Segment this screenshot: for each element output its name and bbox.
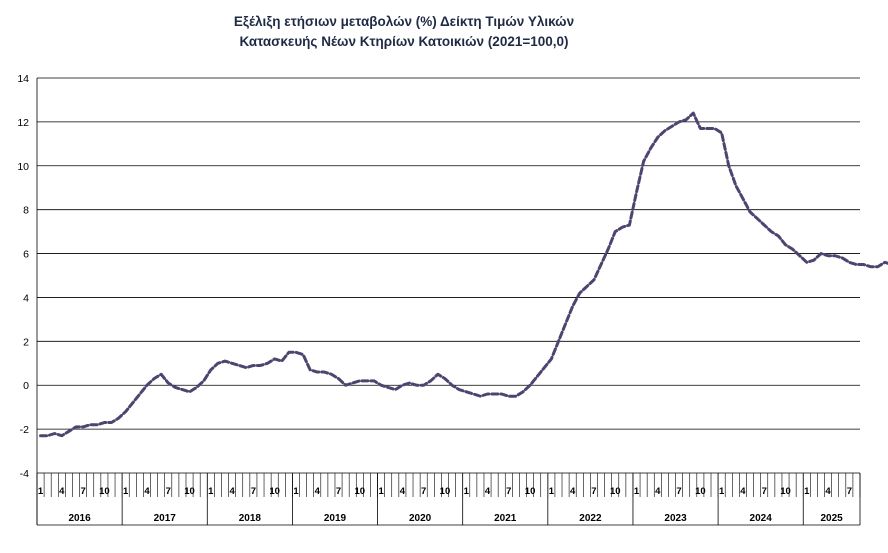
- y-tick-label: 0: [23, 380, 29, 392]
- x-month-label: 7: [506, 486, 511, 497]
- x-month-label: 10: [610, 486, 621, 497]
- x-month-label: 1: [634, 486, 640, 497]
- y-tick-label: 2: [23, 336, 29, 348]
- x-month-label: 10: [99, 486, 110, 497]
- x-month-label: 7: [421, 486, 426, 497]
- x-month-label: 1: [719, 486, 725, 497]
- x-month-label: 4: [740, 486, 746, 497]
- x-month-label: 10: [440, 486, 451, 497]
- x-month-label: 10: [184, 486, 195, 497]
- x-year-label: 2020: [409, 513, 432, 524]
- x-month-label: 1: [549, 486, 555, 497]
- y-tick-label: 12: [17, 117, 29, 129]
- x-year-label: 2023: [664, 513, 687, 524]
- x-year-label: 2019: [324, 513, 347, 524]
- x-month-label: 1: [123, 486, 129, 497]
- x-month-label: 4: [144, 486, 150, 497]
- y-tick-label: 10: [17, 161, 29, 173]
- x-month-label: 10: [355, 486, 366, 497]
- y-tick-label: 14: [17, 73, 29, 85]
- x-month-label: 7: [762, 486, 767, 497]
- x-month-label: 7: [80, 486, 85, 497]
- x-month-label: 10: [780, 486, 791, 497]
- x-month-label: 1: [38, 486, 44, 497]
- x-month-label: 4: [485, 486, 491, 497]
- x-month-label: 7: [251, 486, 256, 497]
- x-month-label: 1: [208, 486, 214, 497]
- x-year-label: 2021: [494, 513, 517, 524]
- x-year-label: 2018: [239, 513, 262, 524]
- x-month-label: 4: [59, 486, 65, 497]
- x-month-label: 1: [293, 486, 299, 497]
- x-month-label: 10: [525, 486, 536, 497]
- x-month-label: 7: [847, 486, 852, 497]
- chart-title: Εξέλιξη ετήσιων μεταβολών (%) Δείκτη Τιμ…: [0, 12, 808, 52]
- x-year-label: 2022: [579, 513, 602, 524]
- x-year-label: 2017: [154, 513, 177, 524]
- x-month-label: 1: [804, 486, 810, 497]
- x-month-label: 4: [655, 486, 661, 497]
- x-month-label: 7: [591, 486, 596, 497]
- x-month-label: 4: [400, 486, 406, 497]
- y-tick-label: -4: [20, 468, 29, 480]
- chart-title-line-2: Κατασκευής Νέων Κτηρίων Κατοικιών (2021=…: [239, 34, 569, 49]
- y-tick-label: -2: [20, 424, 29, 436]
- y-tick-label: 6: [23, 249, 29, 261]
- x-month-label: 4: [825, 486, 831, 497]
- x-month-label: 4: [315, 486, 321, 497]
- x-year-label: 2016: [68, 513, 91, 524]
- x-month-label: 4: [570, 486, 576, 497]
- x-month-label: 7: [676, 486, 681, 497]
- series-line: [39, 111, 888, 438]
- x-month-label: 1: [378, 486, 384, 497]
- x-month-label: 7: [166, 486, 171, 497]
- x-month-label: 4: [229, 486, 235, 497]
- y-tick-label: 8: [23, 205, 29, 217]
- chart-title-line-1: Εξέλιξη ετήσιων μεταβολών (%) Δείκτη Τιμ…: [233, 14, 575, 29]
- x-month-label: 10: [695, 486, 706, 497]
- x-month-label: 1: [464, 486, 470, 497]
- y-tick-label: 4: [23, 292, 29, 304]
- x-month-label: 7: [336, 486, 341, 497]
- x-month-label: 10: [269, 486, 280, 497]
- x-year-label: 2025: [820, 513, 843, 524]
- x-year-label: 2024: [750, 513, 773, 524]
